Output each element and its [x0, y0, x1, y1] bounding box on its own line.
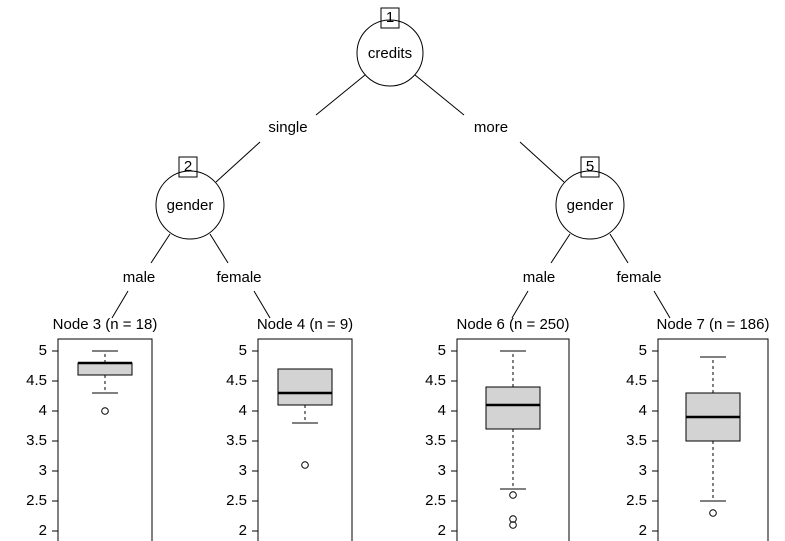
outlier	[301, 461, 309, 469]
panel-title: Node 6 (n = 250)	[457, 316, 570, 333]
y-tick-label: 5	[639, 342, 647, 359]
y-tick-label: 2	[438, 522, 446, 539]
y-tick-label: 3	[39, 462, 47, 479]
outlier	[509, 515, 517, 523]
edge-label: more	[474, 119, 508, 136]
y-tick-label: 2.5	[226, 492, 247, 509]
edge-label: male	[523, 269, 556, 286]
y-tick-label: 4	[239, 402, 247, 419]
box	[77, 362, 133, 376]
node-label: credits	[368, 45, 412, 62]
y-tick-label: 5	[39, 342, 47, 359]
node-id: 2	[184, 158, 192, 175]
y-tick-label: 2	[239, 522, 247, 539]
y-tick-label: 3	[239, 462, 247, 479]
edge-label: female	[216, 269, 261, 286]
y-tick-label: 3	[438, 462, 446, 479]
y-tick-label: 4	[39, 402, 47, 419]
y-tick-label: 2	[39, 522, 47, 539]
y-tick-label: 2.5	[626, 492, 647, 509]
outlier	[509, 521, 517, 529]
box	[485, 386, 541, 430]
y-tick-label: 3.5	[26, 432, 47, 449]
node-id: 1	[386, 9, 394, 26]
edge-label: male	[123, 269, 156, 286]
node-id: 5	[586, 158, 594, 175]
y-tick-label: 3.5	[425, 432, 446, 449]
y-tick-label: 2	[639, 522, 647, 539]
outlier	[509, 491, 517, 499]
edge-label: female	[616, 269, 661, 286]
node-label: gender	[567, 197, 614, 214]
y-tick-label: 4.5	[226, 372, 247, 389]
y-tick-label: 4.5	[626, 372, 647, 389]
node-label: gender	[167, 197, 214, 214]
box	[277, 368, 333, 406]
y-tick-label: 2.5	[425, 492, 446, 509]
edges	[111, 74, 671, 319]
node-circle	[155, 170, 225, 240]
y-tick-label: 4.5	[425, 372, 446, 389]
y-tick-label: 3.5	[626, 432, 647, 449]
outlier	[101, 407, 109, 415]
node-id-box	[178, 156, 198, 178]
node-circle	[356, 19, 424, 87]
y-tick-label: 2.5	[26, 492, 47, 509]
edge-label: single	[268, 119, 307, 136]
panel-title: Node 4 (n = 9)	[257, 316, 353, 333]
y-tick-label: 4	[438, 402, 446, 419]
node-id-box	[580, 156, 600, 178]
y-tick-label: 4.5	[26, 372, 47, 389]
y-tick-label: 5	[438, 342, 446, 359]
node-id-box	[380, 7, 400, 29]
panel-title: Node 3 (n = 18)	[53, 316, 158, 333]
node-circle	[555, 170, 625, 240]
panel-frame	[456, 338, 570, 541]
outlier	[709, 509, 717, 517]
y-tick-label: 3.5	[226, 432, 247, 449]
y-tick-label: 4	[639, 402, 647, 419]
panel-title: Node 7 (n = 186)	[657, 316, 770, 333]
y-tick-label: 5	[239, 342, 247, 359]
y-tick-label: 3	[639, 462, 647, 479]
